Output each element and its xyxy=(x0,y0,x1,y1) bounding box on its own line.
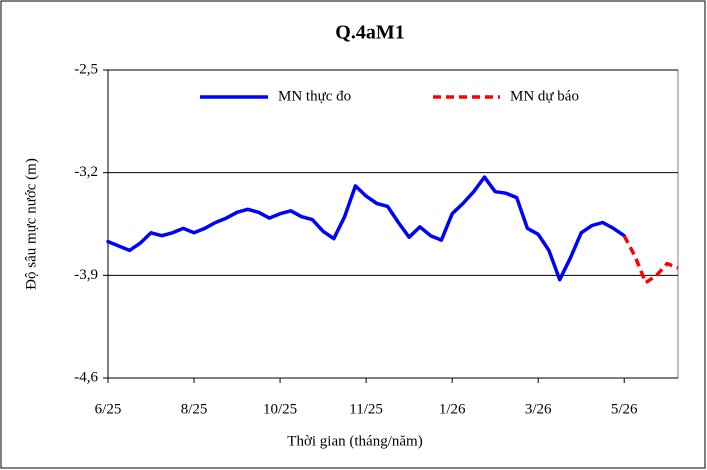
x-tick-label: 11/25 xyxy=(349,401,383,417)
y-axis-label: Độ sâu mực nước (m) xyxy=(23,158,39,290)
legend-label: MN dự báo xyxy=(510,88,579,104)
data-line xyxy=(622,234,679,285)
x-tick-label: 6/25 xyxy=(95,401,122,417)
data-line xyxy=(106,175,626,282)
y-tick-label: -2,5 xyxy=(74,61,98,77)
legend-label: MN thực đo xyxy=(278,88,351,104)
x-tick-label: 3/26 xyxy=(525,401,552,417)
y-tick-label: -3,9 xyxy=(74,267,98,283)
x-tick-label: 8/25 xyxy=(181,401,208,417)
chart-title: Q.4aM1 xyxy=(335,22,404,44)
x-axis-label: Thời gian (tháng/năm) xyxy=(287,433,422,449)
x-tick-label: 1/26 xyxy=(439,401,466,417)
x-tick-label: 5/26 xyxy=(611,401,638,417)
y-tick-label: -3,2 xyxy=(74,164,98,180)
y-tick-label: -4,6 xyxy=(74,369,98,385)
x-tick-label: 10/25 xyxy=(263,401,297,417)
plot-area xyxy=(107,69,679,379)
